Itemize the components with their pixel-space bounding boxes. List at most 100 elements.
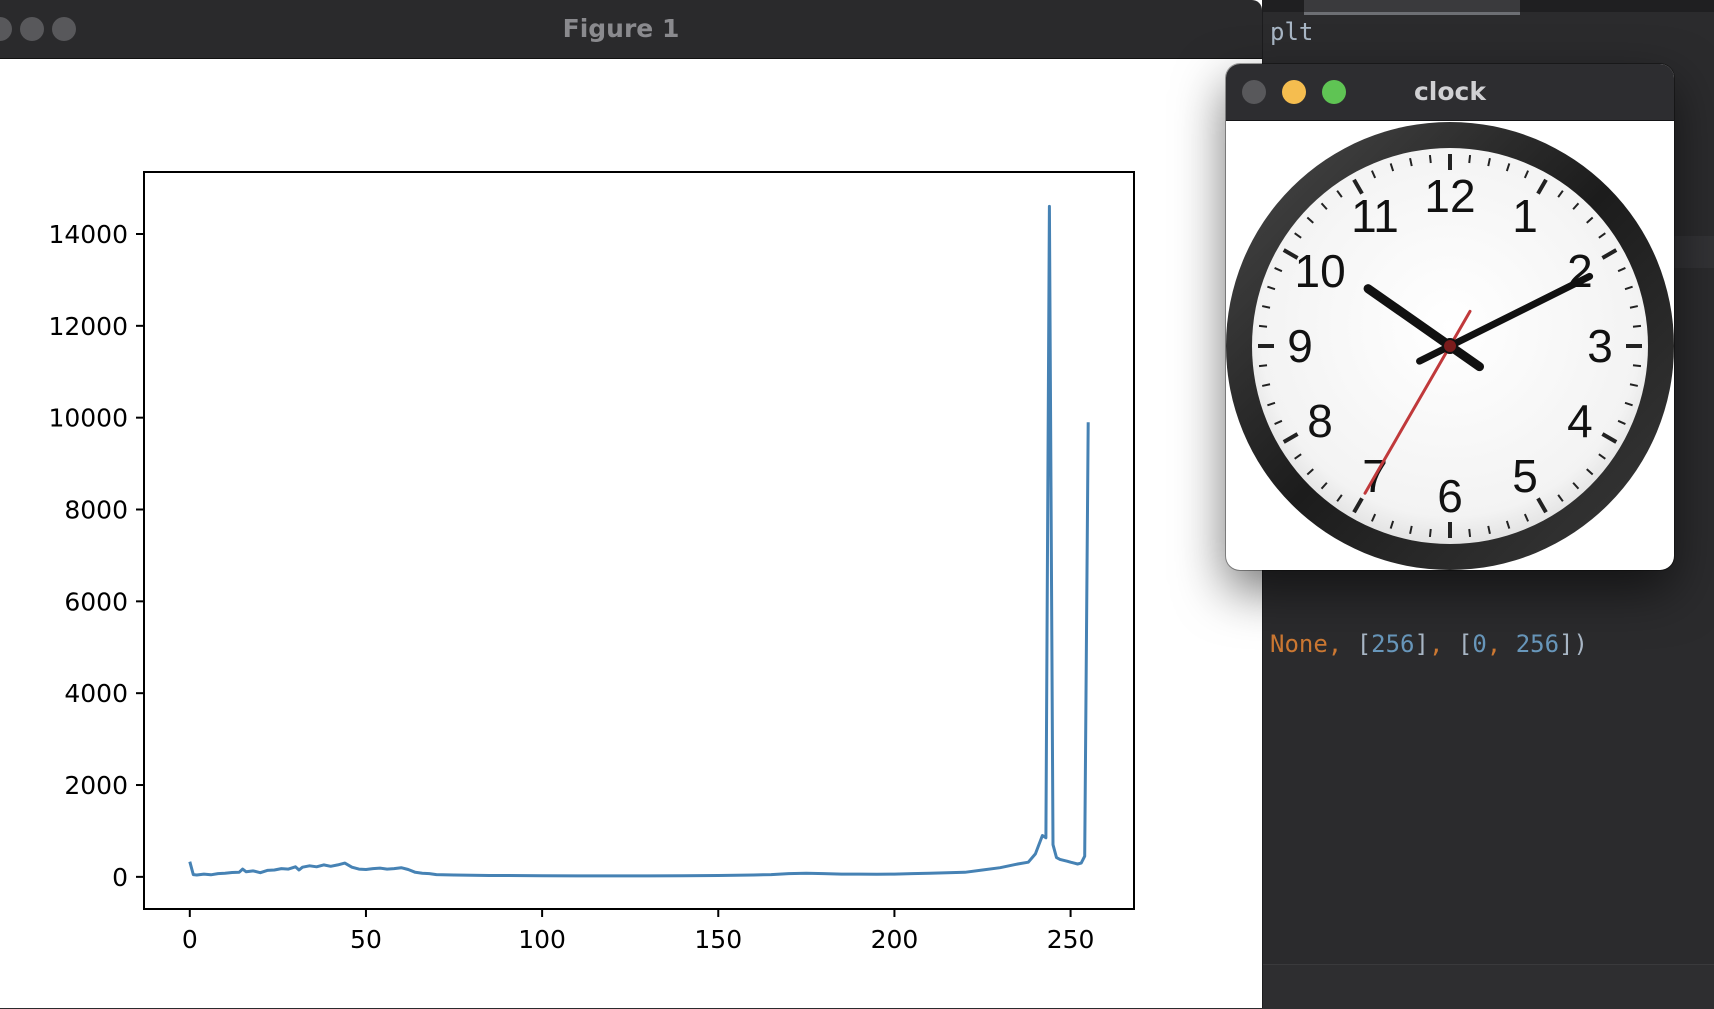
clock-numeral: 3 — [1587, 320, 1613, 372]
y-tick-label: 0 — [112, 863, 128, 892]
clock-numeral: 10 — [1295, 245, 1346, 297]
minute-tick — [1487, 157, 1491, 167]
minute-tick — [1409, 157, 1413, 167]
clock-numeral: 11 — [1351, 190, 1399, 242]
minute-tick — [1586, 468, 1594, 476]
minute-tick — [1505, 520, 1511, 529]
minute-tick — [1261, 305, 1271, 309]
code-line-plt[interactable]: plt — [1270, 18, 1314, 46]
minute-tick — [1468, 154, 1472, 164]
code-line-calchist-args[interactable]: None, [256], [0, 256]) — [1270, 630, 1588, 658]
hour-tick — [1601, 248, 1618, 260]
minute-tick — [1624, 401, 1633, 407]
clock-center-hub — [1442, 338, 1458, 354]
minute-tick — [1523, 170, 1530, 179]
minute-tick — [1428, 528, 1432, 538]
code-token: , — [1327, 630, 1357, 658]
y-tick-label: 12000 — [48, 312, 128, 341]
minute-tick — [1294, 232, 1302, 239]
figure-titlebar[interactable]: Figure 1 — [0, 0, 1262, 59]
code-token: [ — [1457, 630, 1473, 658]
editor-tab-strip — [1262, 0, 1714, 15]
editor-tab-active[interactable] — [1304, 0, 1520, 15]
hour-tick — [1282, 248, 1299, 260]
hour-tick — [1536, 178, 1548, 195]
clock-minimize-button[interactable] — [1282, 80, 1306, 104]
histogram-plot[interactable]: 0 50 100 150 200 250 0 2000 4000 6000 8000 10000 12… — [0, 58, 1262, 1008]
code-token: , — [1486, 630, 1516, 658]
minute-tick — [1428, 154, 1432, 164]
hour-tick — [1352, 178, 1364, 195]
y-tick-label: 4000 — [64, 679, 128, 708]
x-tick-label: 150 — [694, 925, 742, 954]
clock-numeral: 8 — [1307, 395, 1333, 447]
minute-tick — [1274, 419, 1283, 426]
code-token: 256 — [1515, 630, 1560, 658]
clock-image: 121234567891011 — [1226, 122, 1674, 570]
clock-numeral: 4 — [1567, 395, 1593, 447]
x-tick-label: 0 — [182, 925, 198, 954]
y-tick-label: 10000 — [48, 404, 128, 433]
minute-tick — [1468, 528, 1472, 538]
minute-tick — [1523, 513, 1530, 522]
minute-tick — [1624, 285, 1633, 291]
minute-tick — [1487, 525, 1491, 535]
minute-tick — [1617, 266, 1626, 273]
hour-tick — [1536, 497, 1548, 514]
clock-hour-hand — [1363, 284, 1484, 372]
minute-tick — [1389, 520, 1395, 529]
y-tick-label: 8000 — [64, 496, 128, 525]
minute-tick — [1409, 525, 1413, 535]
code-token: None — [1270, 630, 1328, 658]
y-tick-label: 2000 — [64, 771, 128, 800]
code-token: [ — [1356, 630, 1372, 658]
figure-window: Figure 1 0 50 100 150 200 250 0 2000 4000 6000 80… — [0, 0, 1263, 1008]
minute-tick — [1505, 163, 1511, 172]
x-axis-ticks: 0 50 100 150 200 250 — [182, 909, 1095, 954]
minute-tick — [1632, 364, 1642, 368]
plot-axes-frame — [143, 171, 1135, 910]
clock-close-button[interactable] — [1242, 80, 1266, 104]
y-axis-ticks: 0 2000 4000 6000 8000 10000 12000 14000 — [48, 220, 144, 892]
minute-tick — [1557, 494, 1564, 502]
minute-tick — [1572, 482, 1580, 490]
minute-tick — [1274, 266, 1283, 273]
clock-minute-ticks — [1258, 154, 1642, 538]
minute-tick — [1598, 232, 1606, 239]
clock-titlebar[interactable]: clock — [1226, 64, 1674, 121]
minute-tick — [1572, 202, 1580, 210]
minute-tick — [1632, 324, 1642, 328]
code-token: ]) — [1559, 630, 1588, 658]
minute-tick — [1320, 202, 1328, 210]
close-button[interactable] — [0, 17, 12, 41]
clock-numeral: 6 — [1437, 470, 1463, 522]
code-token: ] — [1414, 630, 1429, 658]
clock-numeral: 9 — [1287, 320, 1313, 372]
clock-numeral: 12 — [1424, 170, 1475, 222]
clock-numeral: 1 — [1512, 190, 1538, 242]
minute-tick — [1389, 163, 1395, 172]
minute-tick — [1261, 383, 1271, 387]
x-tick-label: 250 — [1047, 925, 1095, 954]
minute-tick — [1267, 285, 1276, 291]
minute-tick — [1629, 305, 1639, 309]
minute-tick — [1617, 419, 1626, 426]
hour-tick — [1601, 432, 1618, 444]
clock-title: clock — [1413, 77, 1486, 106]
minute-tick — [1370, 513, 1377, 522]
minute-tick — [1336, 190, 1343, 198]
minute-tick — [1598, 453, 1606, 460]
code-token: 0 — [1472, 630, 1487, 658]
zoom-button[interactable] — [52, 17, 76, 41]
clock-zoom-button[interactable] — [1322, 80, 1346, 104]
minute-tick — [1267, 401, 1276, 407]
y-tick-label: 6000 — [64, 587, 128, 616]
minimize-button[interactable] — [20, 17, 44, 41]
y-tick-label: 14000 — [48, 220, 128, 249]
minute-tick — [1629, 383, 1639, 387]
minute-tick — [1336, 494, 1343, 502]
histogram-line — [188, 204, 1090, 878]
minute-tick — [1557, 190, 1564, 198]
clock-window: clock 121234567891011 — [1226, 64, 1674, 570]
hour-tick — [1352, 497, 1364, 514]
